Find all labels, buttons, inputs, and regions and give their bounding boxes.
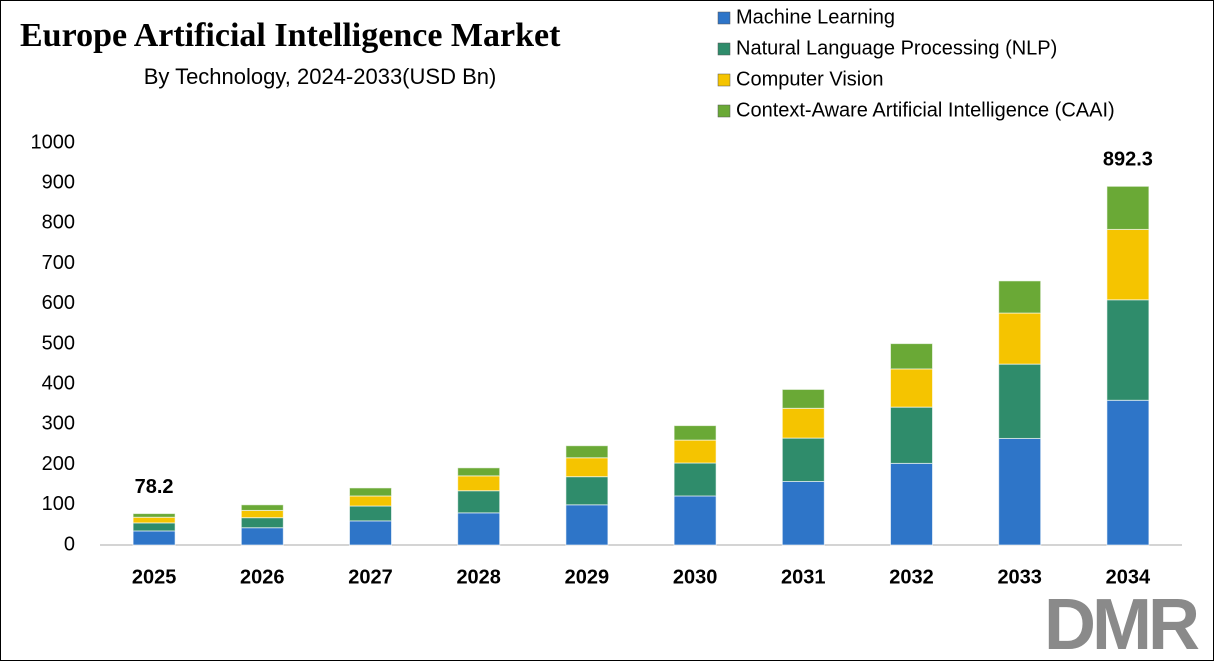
bar-segment [457, 467, 501, 477]
bar-segment [781, 388, 825, 409]
legend-label: Machine Learning [736, 6, 895, 28]
bar-segment [132, 513, 176, 518]
legend-swatch [717, 104, 731, 118]
bar-segment [240, 509, 284, 519]
y-tick-label: 900 [42, 171, 75, 193]
bar-segment [349, 520, 392, 546]
bar-segment [349, 495, 392, 507]
y-tick-label: 200 [42, 453, 75, 475]
legend-label: Computer Vision [736, 68, 883, 90]
bar-segment [565, 476, 609, 506]
bar-segment [673, 495, 717, 546]
bar-segment [781, 480, 825, 546]
bar-segment [890, 406, 933, 464]
bar-segment [890, 368, 933, 408]
legend-label: Natural Language Processing (NLP) [736, 37, 1057, 59]
x-tick-label: 2029 [565, 566, 610, 588]
y-tick-label: 600 [42, 292, 75, 314]
x-tick-label: 2031 [781, 566, 826, 588]
bar-segment [565, 445, 609, 459]
bar-segment [1106, 299, 1150, 401]
bar-segment [132, 522, 176, 532]
y-tick-label: 300 [42, 413, 75, 435]
x-tick-label: 2033 [997, 566, 1042, 588]
y-tick-label: 500 [42, 332, 75, 354]
chart-subtitle: By Technology, 2024-2033(USD Bn) [144, 64, 497, 89]
total-label: 892.3 [1103, 149, 1153, 171]
bar-segment [998, 312, 1042, 365]
x-tick-label: 2026 [240, 566, 285, 588]
bar-segment [1106, 185, 1150, 230]
y-tick-label: 800 [42, 212, 75, 234]
bar-segment [890, 462, 933, 546]
legend-swatch [717, 11, 731, 25]
bar-segment [565, 504, 609, 546]
bar-segment [349, 505, 392, 522]
bar-segment [457, 512, 501, 546]
bar-segment [1106, 228, 1150, 301]
bar-segment [132, 516, 176, 524]
bar-segment [781, 437, 825, 482]
y-tick-label: 400 [42, 372, 75, 394]
total-label: 78.2 [135, 476, 174, 498]
y-tick-label: 100 [42, 493, 75, 515]
y-tick-label: 1000 [31, 131, 76, 153]
bar-segment [565, 457, 609, 478]
bar-segment [673, 462, 717, 497]
bar-segment [240, 527, 284, 546]
x-tick-label: 2032 [889, 566, 934, 588]
logo: DMR [1044, 585, 1203, 663]
y-tick-label: 0 [64, 533, 75, 555]
bar-segment [457, 490, 501, 514]
x-tick-label: 2027 [348, 566, 393, 588]
bar-segment [349, 487, 392, 497]
x-tick-label: 2034 [1106, 566, 1151, 588]
legend-label: Context-Aware Artificial Intelligence (C… [736, 99, 1115, 121]
x-tick-label: 2028 [456, 566, 501, 588]
bar-segment [890, 343, 933, 370]
x-tick-label: 2030 [673, 566, 718, 588]
bar-segment [998, 363, 1042, 439]
legend-swatch [717, 73, 731, 87]
bar-segment [998, 437, 1042, 546]
bar-segment [1106, 399, 1150, 546]
bar-segment [240, 517, 284, 529]
logo-text: DMR [1044, 585, 1199, 663]
bar-segment [781, 407, 825, 439]
bar-segment [673, 439, 717, 464]
bar-segment [998, 280, 1042, 314]
bar-segment [673, 425, 717, 441]
legend-swatch [717, 42, 731, 56]
bar-segment [240, 504, 284, 511]
bar-segment [132, 530, 176, 546]
bar-segment [457, 475, 501, 492]
chart-title: Europe Artificial Intelligence Market [20, 17, 561, 54]
x-tick-label: 2025 [132, 566, 177, 588]
y-tick-label: 700 [42, 252, 75, 274]
